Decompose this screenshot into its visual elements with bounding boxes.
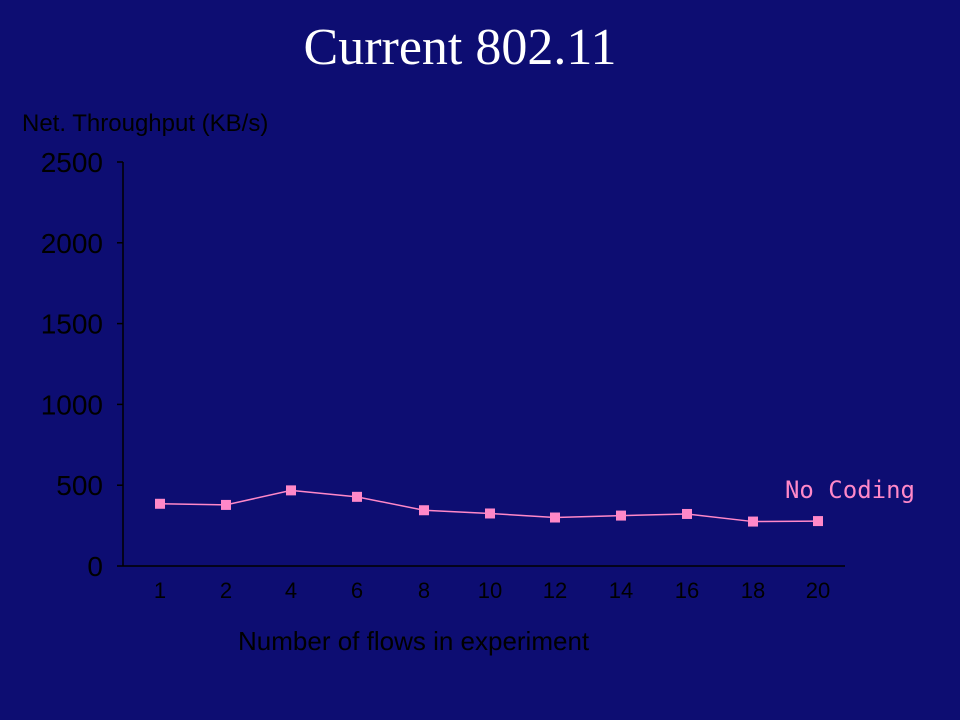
data-point-marker xyxy=(419,505,429,516)
x-axis-label: Number of flows in experiment xyxy=(238,626,590,656)
x-tick-label: 16 xyxy=(675,578,699,603)
x-tick-label: 14 xyxy=(609,578,633,603)
y-tick-label: 500 xyxy=(56,470,103,501)
y-tick-label: 1000 xyxy=(41,389,103,420)
x-tick-label: 4 xyxy=(285,578,297,603)
data-point-marker xyxy=(352,491,362,502)
data-point-marker xyxy=(616,510,626,521)
y-tick-label: 2000 xyxy=(41,228,103,259)
y-tick-label: 0 xyxy=(87,551,103,582)
x-tick-label: 20 xyxy=(806,578,830,603)
y-tick-label: 2500 xyxy=(41,147,103,178)
y-axis-label: Net. Throughput (KB/s) xyxy=(22,110,269,137)
data-point-marker xyxy=(550,512,560,523)
y-tick-label: 1500 xyxy=(41,309,103,340)
x-tick-label: 1 xyxy=(154,578,166,603)
x-tick-label: 12 xyxy=(543,578,567,603)
data-point-marker xyxy=(813,516,823,527)
x-tick-label: 10 xyxy=(478,578,502,603)
chart-title: Current 802.11 xyxy=(303,19,617,76)
data-point-marker xyxy=(485,508,495,519)
x-tick-label: 18 xyxy=(741,578,765,603)
x-tick-label: 2 xyxy=(220,578,232,603)
x-tick-label: 8 xyxy=(418,578,430,603)
series-label: No Coding xyxy=(785,476,915,504)
data-point-marker xyxy=(155,498,165,509)
data-point-marker xyxy=(682,508,692,519)
data-point-marker xyxy=(286,485,296,496)
x-tick-label: 6 xyxy=(351,578,363,603)
data-point-marker xyxy=(221,499,231,510)
data-point-marker xyxy=(748,516,758,527)
